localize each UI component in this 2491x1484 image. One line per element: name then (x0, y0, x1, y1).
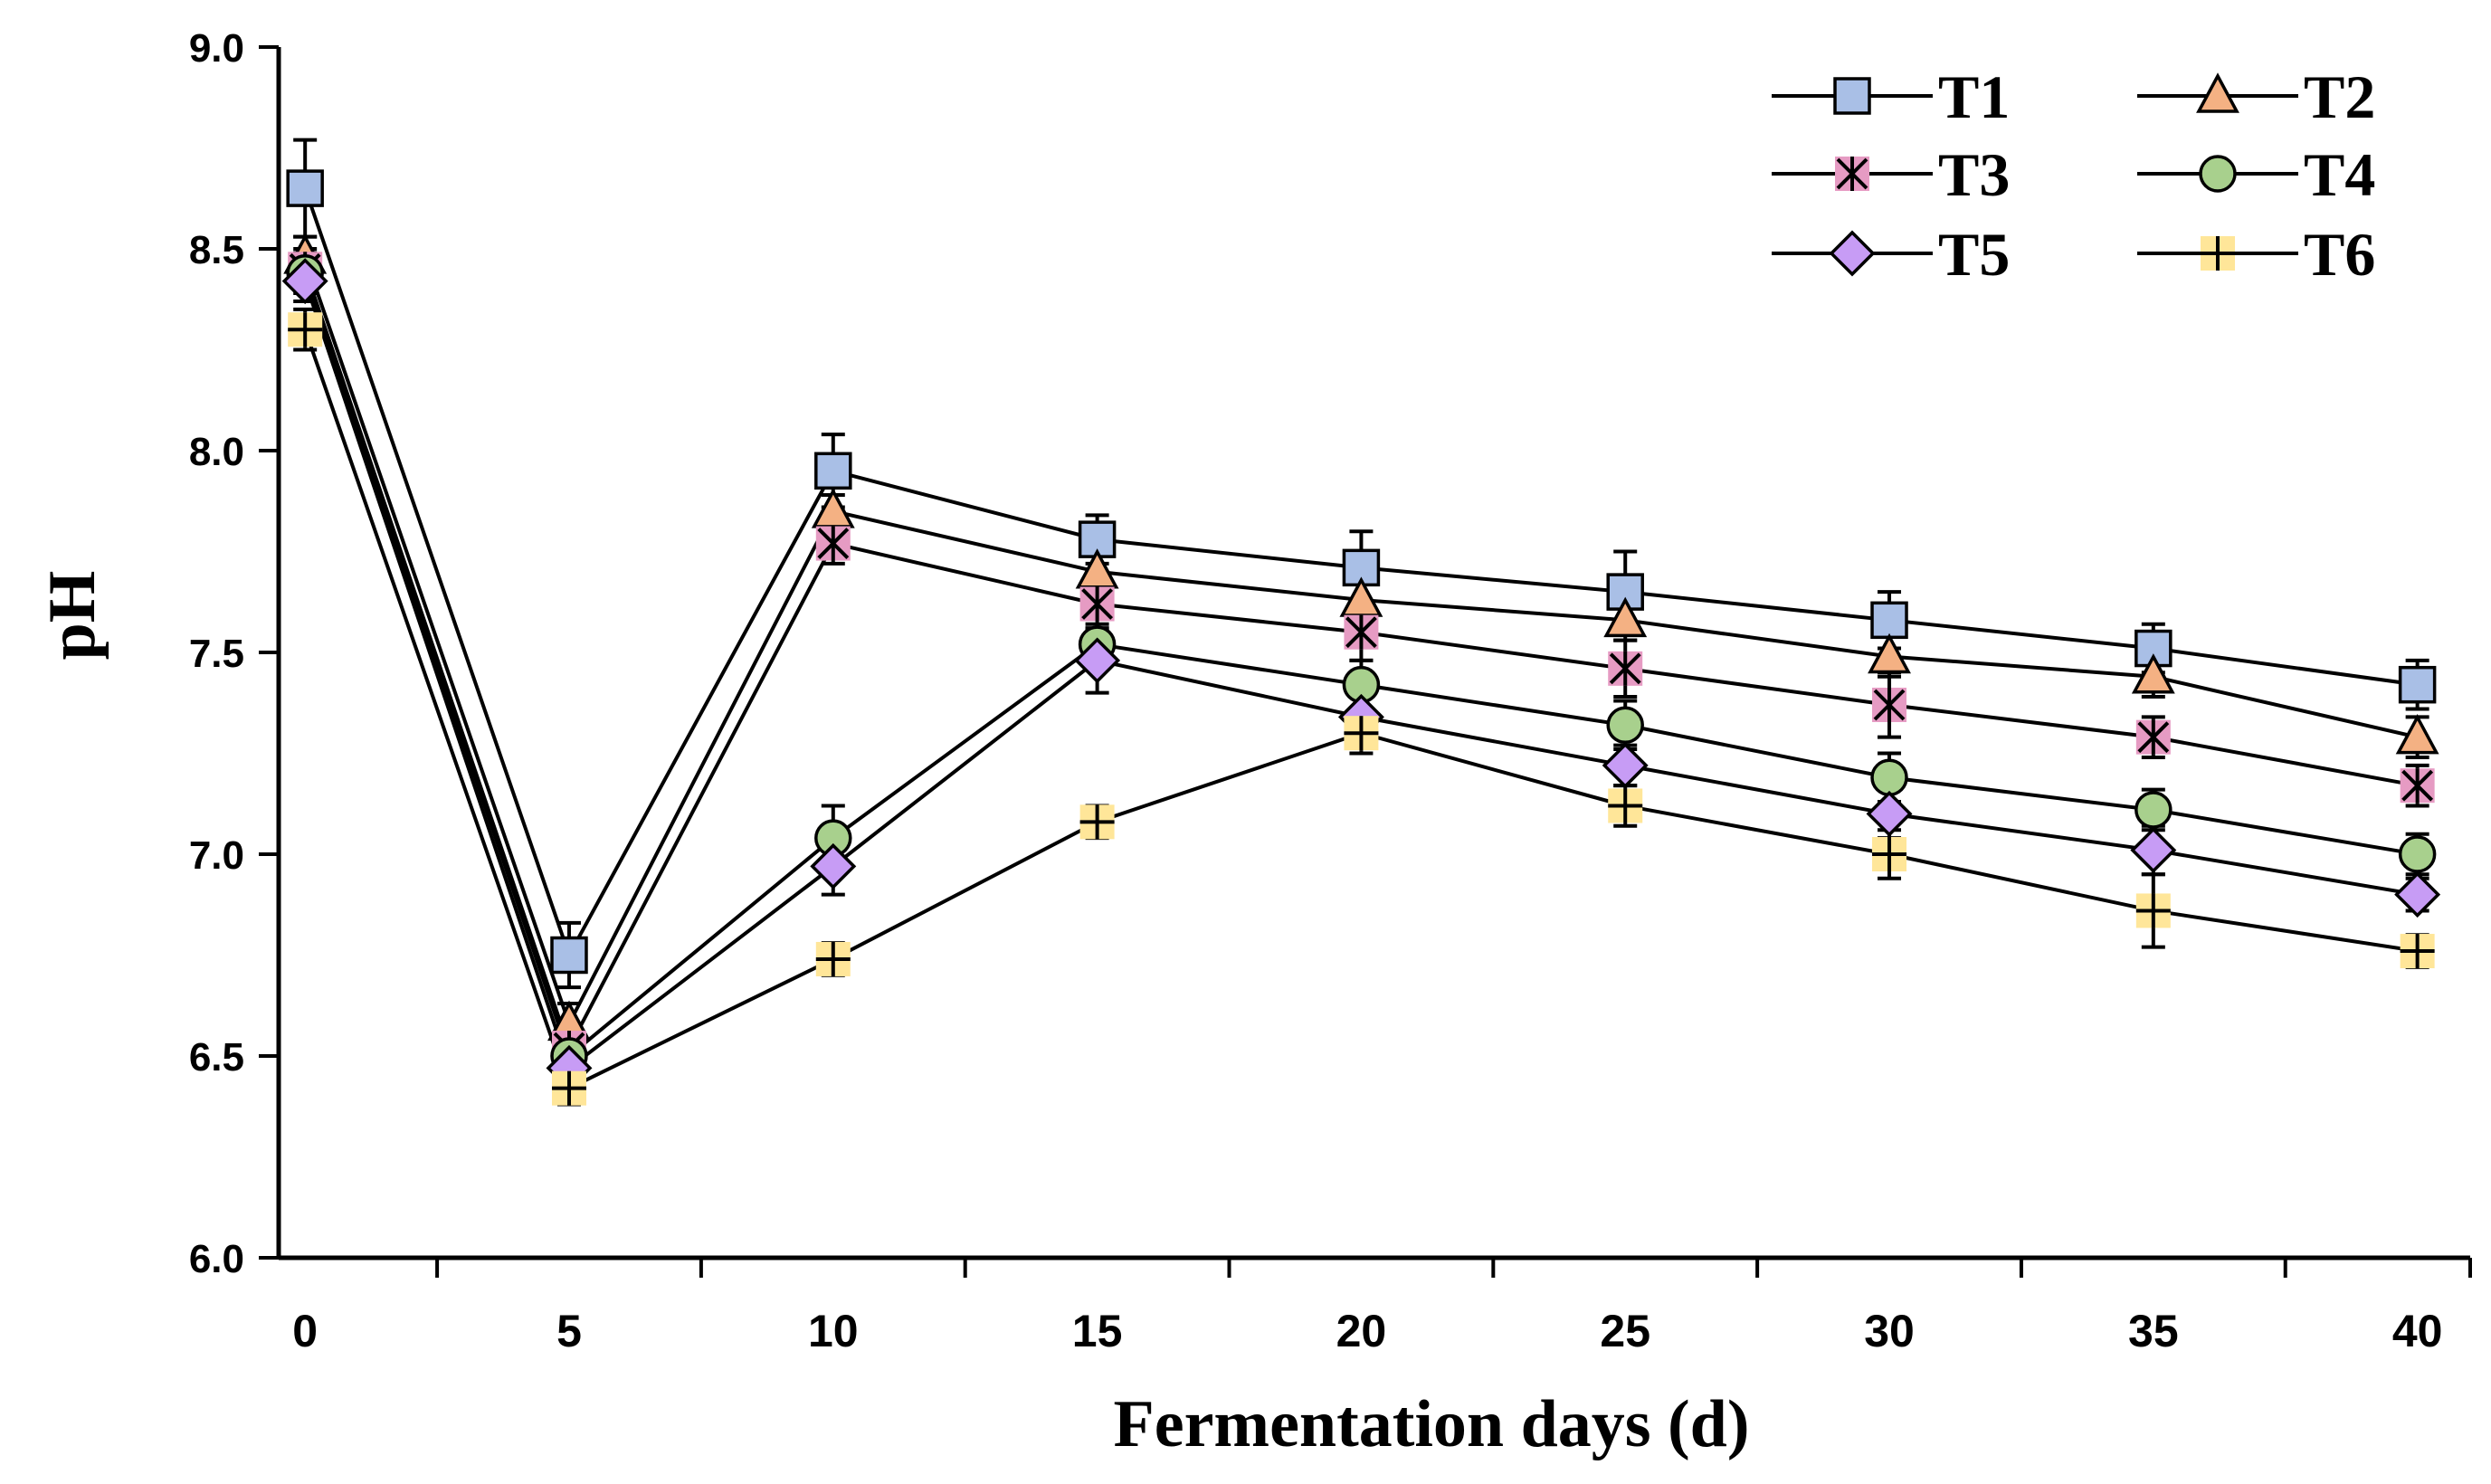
x-tick-label: 35 (2128, 1306, 2179, 1356)
legend-label-t2: T2 (2304, 62, 2375, 131)
legend-marker-t4 (2199, 155, 2237, 193)
point-t3 (815, 526, 851, 561)
y-tick-label: 6.0 (189, 1237, 244, 1281)
point-t1 (2398, 665, 2437, 704)
point-t1 (286, 169, 324, 207)
legend-marker-t6 (2201, 236, 2235, 271)
point-t6 (1872, 837, 1907, 871)
y-tick-label: 8.5 (189, 228, 244, 272)
legend-label-t3: T3 (1938, 140, 2010, 209)
y-tick-label: 6.5 (189, 1035, 244, 1080)
point-t5 (1074, 637, 1121, 684)
y-axis-title: pH (35, 571, 109, 661)
point-t4 (1870, 758, 1908, 797)
legend-label-t6: T6 (2304, 220, 2375, 289)
legend-item-t2: T2 (2137, 62, 2375, 131)
point-t3 (2135, 719, 2171, 755)
point-t5 (810, 842, 857, 889)
point-t2 (2395, 713, 2439, 755)
point-t5 (2130, 827, 2177, 874)
point-t3 (2400, 768, 2435, 804)
x-tick-label: 25 (1600, 1306, 1650, 1356)
legend-item-t5: T5 (1772, 220, 2010, 289)
point-t3 (1344, 614, 1379, 650)
point-t6 (1079, 804, 1115, 840)
legend-item-t3: T3 (1772, 140, 2010, 209)
point-t6 (815, 941, 851, 976)
point-t3 (1608, 651, 1643, 686)
point-t6 (288, 312, 323, 347)
x-tick-label: 5 (556, 1306, 582, 1356)
point-t3 (1079, 586, 1115, 622)
point-t6 (1344, 716, 1379, 751)
x-tick-label: 0 (292, 1306, 318, 1356)
point-t3 (1872, 687, 1907, 722)
point-t6 (1608, 788, 1643, 823)
y-tick-label: 7.0 (189, 833, 244, 878)
legend-item-t1: T1 (1772, 62, 2010, 131)
point-t4 (2398, 835, 2437, 873)
legend-label-t1: T1 (1938, 62, 2010, 131)
point-t4 (2134, 791, 2172, 829)
point-t5 (281, 258, 328, 305)
x-axis-title: Fermentation days (d) (1114, 1387, 1750, 1461)
point-t1 (550, 936, 588, 975)
series-layer (281, 138, 2441, 1107)
x-tick-label: 40 (2392, 1306, 2443, 1356)
legend-label-t4: T4 (2304, 140, 2375, 209)
legend-marker-t3 (1835, 157, 1869, 191)
y-tick-label: 9.0 (189, 26, 244, 71)
legend: T1 T2 T3 T4 T5 T6 (1772, 62, 2375, 289)
point-t4 (1606, 706, 1644, 745)
y-tick-label: 7.5 (189, 632, 244, 676)
y-tick-label: 8.0 (189, 430, 244, 474)
point-t2 (1868, 633, 1911, 674)
point-t1 (1870, 601, 1908, 640)
point-t2 (2131, 653, 2175, 694)
point-t5 (2394, 871, 2441, 918)
x-tick-label: 15 (1072, 1306, 1123, 1356)
x-tick-label: 10 (808, 1306, 859, 1356)
legend-item-t4: T4 (2137, 140, 2375, 209)
point-t6 (2400, 934, 2435, 969)
point-t1 (814, 452, 852, 490)
x-tick-label: 20 (1336, 1306, 1387, 1356)
point-t5 (1866, 790, 1913, 837)
legend-label-t5: T5 (1938, 220, 2010, 289)
legend-marker-t1 (1833, 77, 1871, 115)
point-t6 (551, 1070, 586, 1106)
point-t2 (1603, 596, 1648, 638)
point-t5 (1602, 742, 1649, 789)
legend-item-t6: T6 (2137, 220, 2375, 289)
legend-marker-t5 (1829, 230, 1876, 277)
x-tick-label: 30 (1864, 1306, 1915, 1356)
axes: 6.0 6.5 7.0 7.5 8.0 8.5 9.0 0 5 10 15 20 25 30 35 40 (189, 26, 2472, 1356)
legend-marker-t2 (2196, 72, 2239, 113)
point-t6 (2135, 893, 2171, 928)
